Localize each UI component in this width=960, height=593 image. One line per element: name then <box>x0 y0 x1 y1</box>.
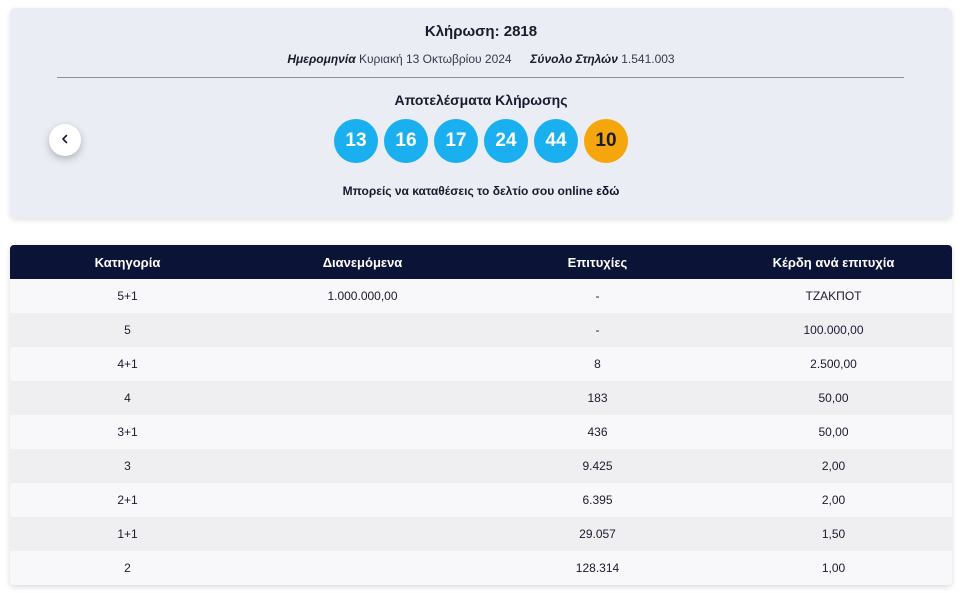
table-row: 5+1 1.000.000,00 - ΤΖΑΚΠΟΤ <box>10 279 952 313</box>
cell-category: 2+1 <box>117 493 138 507</box>
cell-category: 3+1 <box>117 425 138 439</box>
table-row: 3 9.425 2,00 <box>10 449 952 483</box>
table-row: 1+1 29.057 1,50 <box>10 517 952 551</box>
table-row: 5 - 100.000,00 <box>10 313 952 347</box>
cell-distributed <box>245 415 480 449</box>
cell-winners: 6.395 <box>582 493 613 507</box>
columns-value: 1.541.003 <box>621 52 675 66</box>
cell-category: 5 <box>124 323 131 337</box>
cell-distributed <box>245 551 480 585</box>
cell-winners: 436 <box>587 425 608 439</box>
cell-category: 4+1 <box>117 357 138 371</box>
cell-winners: 9.425 <box>582 459 613 473</box>
draw-meta: Ημερομηνία Κυριακή 13 Οκτωβρίου 2024 Σύν… <box>10 52 952 66</box>
cell-prize: 1,00 <box>821 561 846 575</box>
date-value: Κυριακή 13 Οκτωβρίου 2024 <box>358 52 512 66</box>
online-link[interactable]: εδώ <box>596 184 620 198</box>
results-title: Αποτελέσματα Κλήρωσης <box>394 92 568 108</box>
table-row: 3+1 436 50,00 <box>10 415 952 449</box>
number-ball: 16 <box>384 119 428 163</box>
prize-table-card: Κατηγορία Διανεμόμενα Επιτυχίες Κέρδη αν… <box>10 245 952 585</box>
number-ball: 17 <box>434 119 478 163</box>
number-ball: 44 <box>534 119 578 163</box>
cell-winners: 8 <box>594 357 601 371</box>
header-prize-per-winner: Κέρδη ανά επιτυχία <box>772 254 895 270</box>
draw-summary-card: Κλήρωση: 2818 Ημερομηνία Κυριακή 13 Οκτω… <box>10 8 952 218</box>
columns-label: Σύνολο Στηλών <box>530 52 618 66</box>
draw-title: Κλήρωση: 2818 <box>424 23 538 40</box>
header-distributed: Διανεμόμενα <box>322 254 403 270</box>
cell-prize: 2.500,00 <box>810 357 857 371</box>
cell-distributed: 1.000.000,00 <box>327 289 398 303</box>
cell-prize: 50,00 <box>818 425 849 439</box>
cell-winners: - <box>595 323 600 337</box>
cell-prize: ΤΖΑΚΠΟΤ <box>805 289 862 303</box>
number-ball: 24 <box>484 119 528 163</box>
table-row: 2+1 6.395 2,00 <box>10 483 952 517</box>
cell-winners: 29.057 <box>579 527 616 541</box>
header-category: Κατηγορία <box>94 254 161 270</box>
cell-category: 1+1 <box>117 527 138 541</box>
cell-category: 4 <box>124 391 131 405</box>
cell-distributed <box>245 347 480 381</box>
cell-distributed <box>245 483 480 517</box>
chevron-left-icon <box>60 131 70 149</box>
cell-category: 5+1 <box>117 289 138 303</box>
divider <box>57 77 904 78</box>
cell-prize: 1,50 <box>821 527 846 541</box>
table-header-row: Κατηγορία Διανεμόμενα Επιτυχίες Κέρδη αν… <box>10 245 952 279</box>
header-winners: Επιτυχίες <box>567 254 628 270</box>
cell-category: 2 <box>124 561 131 575</box>
number-ball: 13 <box>334 119 378 163</box>
cell-distributed <box>245 449 480 483</box>
online-text: Μπορείς να καταθέσεις το δελτίο σου onli… <box>342 184 593 198</box>
cell-winners: 183 <box>587 391 608 405</box>
table-row: 4 183 50,00 <box>10 381 952 415</box>
cell-prize: 50,00 <box>818 391 849 405</box>
joker-ball: 10 <box>584 119 628 163</box>
cell-distributed <box>245 313 480 347</box>
cell-distributed <box>245 381 480 415</box>
date-label: Ημερομηνία <box>287 52 356 66</box>
cell-winners: 128.314 <box>575 561 620 575</box>
cell-prize: 100.000,00 <box>803 323 864 337</box>
online-notice: Μπορείς να καταθέσεις το δελτίο σου onli… <box>10 184 952 198</box>
previous-draw-button[interactable] <box>49 124 81 156</box>
cell-distributed <box>245 517 480 551</box>
cell-prize: 2,00 <box>821 459 846 473</box>
prize-table: Κατηγορία Διανεμόμενα Επιτυχίες Κέρδη αν… <box>10 245 952 585</box>
result-balls: 13 16 17 24 44 10 <box>10 119 952 163</box>
cell-category: 3 <box>124 459 131 473</box>
cell-prize: 2,00 <box>821 493 846 507</box>
table-row: 4+1 8 2.500,00 <box>10 347 952 381</box>
cell-winners: - <box>595 289 600 303</box>
table-row: 2 128.314 1,00 <box>10 551 952 585</box>
